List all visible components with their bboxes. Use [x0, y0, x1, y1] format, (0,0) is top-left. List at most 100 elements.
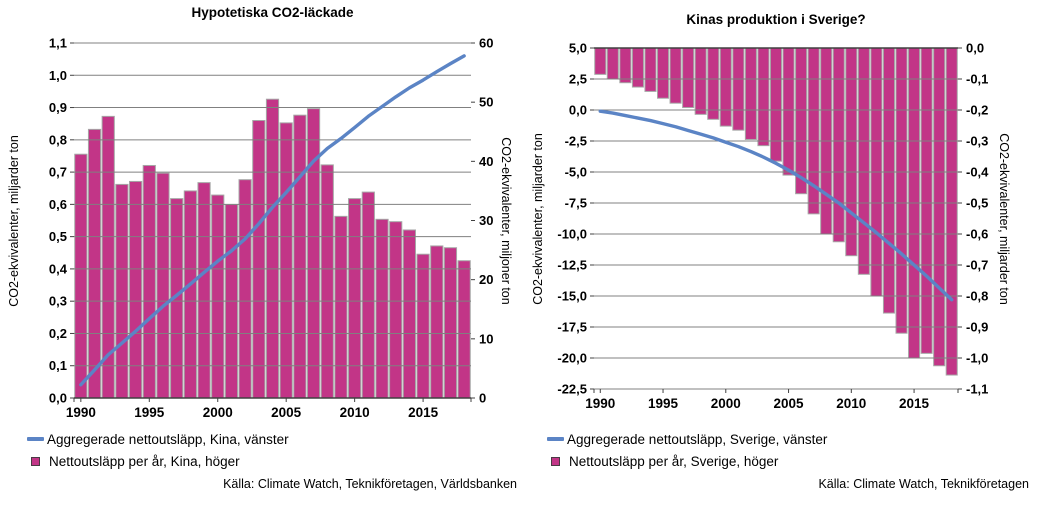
bar-2018 [945, 47, 958, 376]
bar-2013 [389, 221, 403, 399]
source-note: Källa: Climate Watch, Teknikföretagen, V… [223, 477, 517, 491]
line-marker-icon [547, 437, 564, 441]
left-tick-label: -22,5 [557, 382, 587, 397]
left-y-axis-title: CO2-ekvivalenter, miljarder ton [531, 132, 545, 305]
legend: Aggregerade nettoutsläpp, Sverige, vänst… [547, 428, 827, 472]
left-tick-label: 1,1 [49, 36, 67, 51]
legend-item-bar: Nettoutsläpp per år, Sverige, höger [547, 450, 827, 472]
left-tick-label: -15,0 [557, 289, 587, 304]
right-tick-label: 20 [479, 272, 493, 287]
left-tick-label: 0,7 [49, 165, 67, 180]
right-tick-label: 30 [479, 213, 493, 228]
bar-2005 [279, 122, 293, 399]
bar-1996 [156, 172, 170, 399]
left-tick-label: 0,2 [49, 326, 67, 341]
left-tick-label: 0,8 [49, 132, 67, 147]
bar-2013 [882, 47, 895, 314]
right-tick-label: -0,4 [966, 165, 989, 180]
bar-1999 [707, 47, 720, 120]
left-tick-label: -20,0 [557, 351, 587, 366]
right-y-axis-title: CO2-ekvivalenter, miljoner ton [499, 136, 513, 305]
bar-2000 [211, 194, 225, 399]
left-tick-label: -17,5 [557, 320, 587, 335]
bar-2014 [402, 229, 416, 399]
right-tick-label: 50 [479, 95, 493, 110]
bar-marker-icon [551, 456, 560, 466]
left-tick-label: -5,0 [565, 165, 587, 180]
right-tick-label: 60 [479, 36, 493, 51]
bar-2003 [252, 120, 266, 399]
left-y-axis-title: CO2-ekvivalenter, miljarder ton [7, 134, 21, 307]
bar-2005 [782, 47, 795, 176]
left-tick-label: -12,5 [557, 258, 587, 273]
bar-2002 [744, 47, 757, 140]
x-tick-label: 1990 [585, 396, 615, 411]
bar-2017 [933, 47, 946, 367]
x-tick-label: 1995 [134, 405, 165, 420]
left-tick-label: -10,0 [557, 227, 587, 242]
bar-2006 [293, 114, 307, 399]
bar-2007 [306, 108, 321, 399]
bar-2011 [857, 47, 870, 275]
source-note: Källa: Climate Watch, Teknikföretagen [818, 477, 1029, 491]
legend-label: Aggregerade nettoutsläpp, Sverige, vänst… [567, 431, 828, 447]
bar-1997 [682, 47, 695, 109]
bar-2008 [320, 164, 334, 399]
bar-marker-icon [31, 456, 40, 466]
bar-1998 [183, 190, 197, 399]
legend-label: Nettoutsläpp per år, Sverige, höger [569, 453, 779, 469]
x-tick-label: 2015 [899, 396, 930, 411]
bar-1990 [594, 47, 607, 75]
left-tick-label: 0,0 [569, 103, 587, 118]
legend-item-line: Aggregerade nettoutsläpp, Kina, vänster [27, 428, 289, 450]
x-tick-label: 2015 [408, 405, 439, 420]
chart-left-block: 1,1 1,0 0,9 0,8 0,7 0,6 0,5 0,4 0,3 0,2 0,1 0,0 60 50… [7, 5, 517, 491]
x-tick-label: 2005 [271, 405, 302, 420]
bar-2003 [757, 47, 770, 147]
left-tick-label: 0,0 [49, 391, 67, 406]
left-tick-label: 2,5 [569, 72, 587, 87]
bar-1993 [631, 47, 644, 88]
legend-label: Aggregerade nettoutsläpp, Kina, vänster [47, 431, 289, 447]
x-tick-label: 1990 [66, 405, 96, 420]
right-tick-label: -0,7 [966, 258, 988, 273]
chart-title: Hypotetiska CO2-läckade [191, 5, 354, 20]
bar-1998 [694, 47, 707, 115]
left-tick-label: -7,5 [565, 196, 587, 211]
x-tick-label: 2010 [836, 396, 866, 411]
bar-2009 [832, 47, 845, 243]
bar-2015 [416, 253, 430, 399]
left-tick-label: 5,0 [569, 41, 587, 56]
x-tick-label: 2010 [340, 405, 370, 420]
right-tick-label: -0,1 [966, 72, 988, 87]
bar-2009 [334, 215, 348, 399]
right-y-axis-title: CO2-ekvivalenter, miljarder ton [997, 132, 1011, 305]
bar-1994 [644, 47, 657, 92]
aggregate-line [598, 109, 954, 302]
left-tick-label: 1,0 [49, 68, 67, 83]
right-tick-label: 10 [479, 331, 493, 346]
right-tick-label: -0,9 [966, 320, 988, 335]
line-marker-icon [27, 437, 44, 441]
x-tick-label: 2005 [774, 396, 805, 411]
right-tick-label: -0,6 [966, 227, 988, 242]
bar-2017 [443, 247, 458, 399]
bar-1991 [87, 128, 102, 399]
right-tick-label: 0,0 [966, 41, 984, 56]
bar-1995 [657, 47, 670, 99]
bar-2004 [769, 47, 783, 162]
left-tick-label: 0,9 [49, 100, 67, 115]
right-chart-canvas: 5,0 2,5 0,0 -2,5 -5,0 -7,5 -10,0 -12,5 -15,0 -17,… [557, 41, 989, 412]
right-tick-label: -1,0 [966, 351, 988, 366]
chart-right-block: 5,0 2,5 0,0 -2,5 -5,0 -7,5 -10,0 -12,5 -15,0 -17,… [520, 0, 1037, 522]
x-tick-label: 2000 [711, 396, 741, 411]
chart-title: Kinas produktion i Sverige? [686, 12, 866, 27]
legend-item-line: Aggregerade nettoutsläpp, Sverige, vänst… [547, 428, 827, 450]
bar-2016 [920, 47, 933, 354]
bar-2000 [719, 47, 732, 127]
bar-1992 [619, 47, 632, 84]
bar-2004 [265, 98, 280, 399]
aggregate-line [79, 54, 466, 387]
legend-item-bar: Nettoutsläpp per år, Kina, höger [27, 450, 289, 472]
